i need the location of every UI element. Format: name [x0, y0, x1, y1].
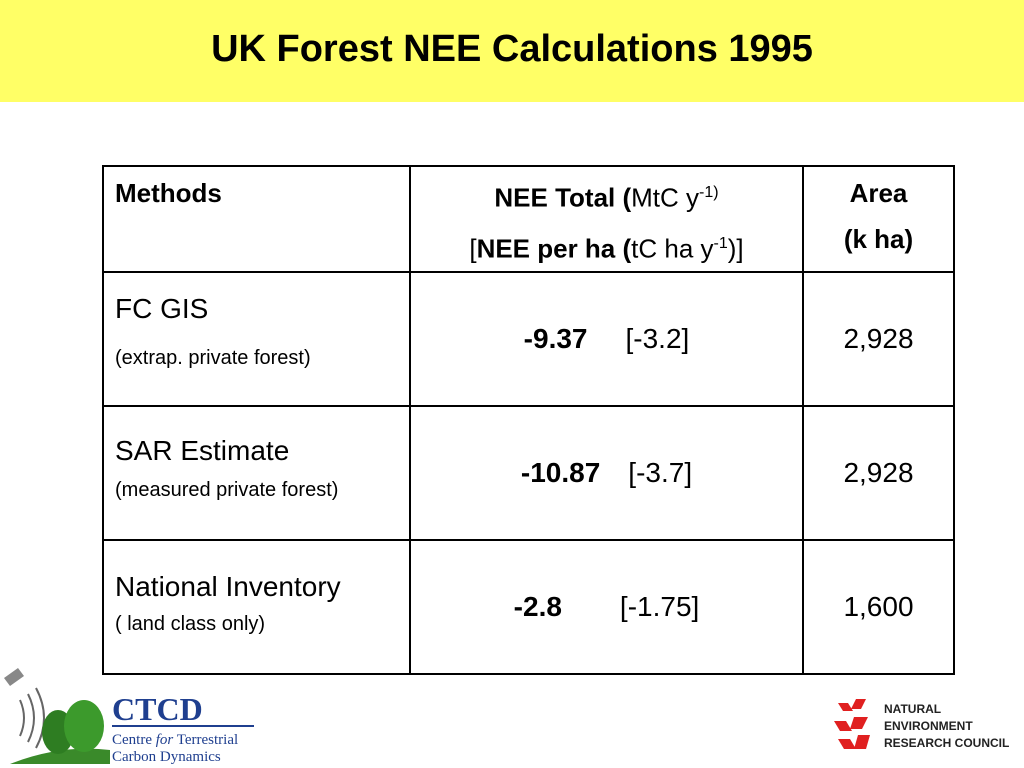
- nee-cell: -9.37 [-3.2]: [409, 271, 804, 408]
- header-row: Methods NEE Total (MtC y-1) [NEE per ha …: [102, 164, 955, 274]
- method-cell: SAR Estimate (measured private forest): [102, 405, 411, 542]
- area-cell: 2,928: [802, 271, 955, 408]
- logo-text: Carbon Dynamics: [112, 749, 221, 765]
- method-cell: FC GIS (extrap. private forest): [102, 271, 411, 408]
- nee-total: -9.37: [523, 323, 588, 355]
- method-note: ( land class only): [115, 613, 266, 636]
- header-text: Area: [849, 178, 908, 208]
- logo-text: for: [156, 732, 174, 748]
- nee-per-ha: [-3.7]: [628, 457, 693, 489]
- row: FC GIS (extrap. private forest) -9.37 [-3.…: [102, 271, 955, 408]
- header-text: Methods: [115, 178, 222, 208]
- superscript: -1): [699, 184, 719, 201]
- nerc-text: ENVIRONMENT: [884, 719, 973, 733]
- area: 2,928: [843, 457, 914, 489]
- logo-text: Terrestrial: [173, 732, 238, 748]
- header-text: tC ha y: [631, 233, 714, 264]
- header-text: NEE Total (: [494, 182, 632, 213]
- method-note: (extrap. private forest): [115, 347, 311, 370]
- tree: [64, 700, 104, 752]
- row: National Inventory ( land class only) -2.…: [102, 539, 955, 676]
- nerc-logo: NATURAL ENVIRONMENT RESEARCH COUNCIL: [834, 699, 1009, 750]
- ctcd-logo: CTCD Centre for Terrestrial Carbon Dynam…: [4, 668, 254, 765]
- nerc-text: RESEARCH COUNCIL: [884, 736, 1009, 750]
- area: 2,928: [843, 323, 914, 355]
- method: National Inventory: [115, 571, 341, 603]
- nee-per-ha: [-3.2]: [625, 323, 690, 355]
- method: SAR Estimate: [115, 435, 290, 467]
- header-text: )]: [727, 233, 744, 264]
- superscript: -1: [713, 234, 728, 252]
- title: UK Forest NEE Calculations 1995: [211, 28, 813, 70]
- nee-cell: -2.8 [-1.75]: [409, 539, 804, 676]
- header-text: NEE per ha (: [476, 233, 632, 264]
- logo-text: Centre: [112, 732, 156, 748]
- nerc-mark: [834, 699, 870, 749]
- logo-name: CTCD: [112, 691, 203, 727]
- satellite: [4, 668, 24, 686]
- header-text: MtC y: [631, 182, 700, 213]
- nerc-text: NATURAL: [884, 702, 941, 716]
- method: FC GIS: [115, 293, 209, 325]
- nee-total: -10.87: [520, 457, 601, 489]
- area-cell: 2,928: [802, 405, 955, 542]
- method-note: (measured private forest): [115, 479, 339, 502]
- nee-per-ha: [-1.75]: [619, 591, 700, 623]
- row: SAR Estimate (measured private forest) -1…: [102, 405, 955, 542]
- header-cell: NEE Total (MtC y-1) [NEE per ha (tC ha y…: [409, 164, 804, 274]
- nee-cell: -10.87 [-3.7]: [409, 405, 804, 542]
- nee-total: -2.8: [513, 591, 562, 623]
- method-cell: National Inventory ( land class only): [102, 539, 411, 676]
- logo-text: Centre for Terrestrial: [112, 732, 238, 748]
- header-text: [: [469, 233, 477, 264]
- table: Methods NEE Total (MtC y-1) [NEE per ha …: [102, 164, 955, 676]
- signal-arcs: [19, 687, 45, 749]
- title-band: [0, 0, 1024, 102]
- header-cell: Methods: [102, 164, 411, 274]
- ground: [10, 748, 110, 764]
- header-text: (k ha): [843, 224, 914, 254]
- area: 1,600: [843, 591, 914, 623]
- area-cell: 1,600: [802, 539, 955, 676]
- header-cell: Area (k ha): [802, 164, 955, 274]
